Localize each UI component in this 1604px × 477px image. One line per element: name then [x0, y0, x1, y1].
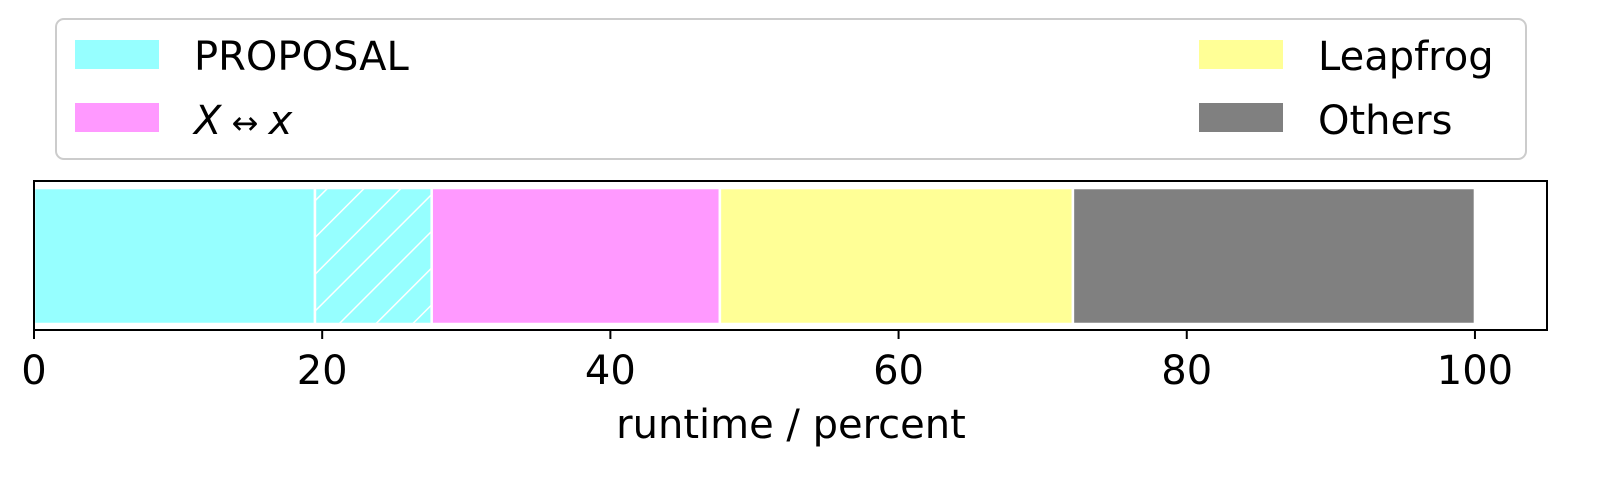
- x-tick-label: 20: [297, 348, 348, 394]
- bar-segment-5: [1071, 186, 1477, 326]
- legend-label-transform: X ↔ x: [192, 98, 293, 144]
- bar-segment-2: [313, 186, 433, 326]
- legend-entry-transform: X ↔ x: [75, 98, 293, 144]
- bar-segments: [32, 186, 1477, 326]
- x-tick-label: 0: [21, 348, 46, 394]
- legend-box: [55, 18, 1527, 160]
- bar-segment-4: [718, 186, 1075, 326]
- x-tick-label: 40: [585, 348, 636, 394]
- bar-segment-1: [32, 186, 317, 326]
- x-tick-label: 100: [1437, 348, 1513, 394]
- legend-label-transform-sub: x: [267, 98, 293, 144]
- legend-entry-others: Others: [1199, 98, 1452, 144]
- legend-label-leapfrog: Leapfrog: [1318, 34, 1494, 80]
- legend-swatch-others: [1199, 103, 1283, 132]
- bar-segment-3: [430, 186, 722, 326]
- legend-label-transform-main: X: [192, 98, 223, 144]
- plot-frame: [33, 180, 1548, 331]
- legend-label-transform-arrow: ↔: [221, 104, 268, 142]
- legend-label-others: Others: [1318, 98, 1452, 144]
- legend-label-proposal: PROPOSAL: [194, 34, 410, 80]
- x-axis-label: runtime / percent: [616, 402, 966, 448]
- legend-swatch-proposal: [75, 40, 159, 69]
- x-tick-label: 60: [873, 348, 924, 394]
- x-axis: 0 20 40 60 80 100: [21, 330, 1513, 394]
- legend-swatch-leapfrog: [1199, 40, 1283, 69]
- legend-entry-leapfrog: Leapfrog: [1199, 34, 1494, 80]
- legend-swatch-transform: [75, 103, 159, 132]
- legend-entry-proposal: PROPOSAL: [75, 34, 410, 80]
- x-tick-label: 80: [1161, 348, 1212, 394]
